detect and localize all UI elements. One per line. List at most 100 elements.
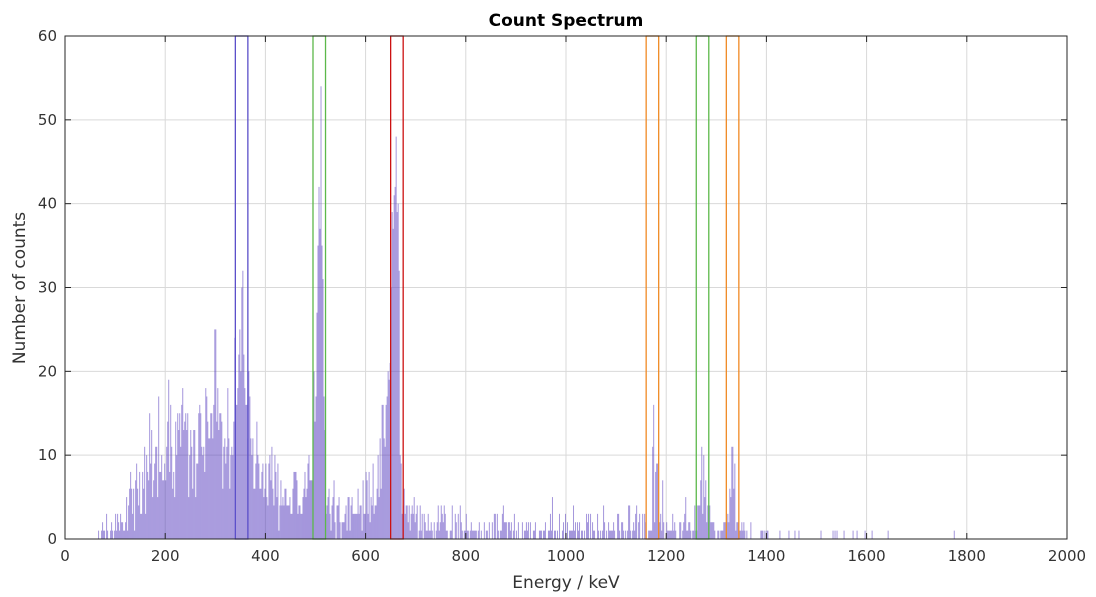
spectrum-bar bbox=[264, 488, 266, 539]
spectrum-bar bbox=[164, 463, 166, 539]
spectrum-bar bbox=[507, 522, 509, 539]
spectrum-bar bbox=[161, 455, 163, 539]
spectrum-bar bbox=[265, 463, 267, 539]
spectrum-bar bbox=[652, 446, 654, 539]
spectrum-bar bbox=[385, 404, 387, 539]
spectrum-bar bbox=[457, 513, 459, 539]
spectrum-bar bbox=[129, 488, 131, 539]
spectrum-bar bbox=[290, 513, 292, 539]
x-tick-label: 800 bbox=[451, 547, 480, 565]
spectrum-bar bbox=[604, 522, 606, 539]
spectrum-bar bbox=[436, 522, 438, 539]
y-tick-label: 50 bbox=[38, 111, 57, 129]
spectrum-bar bbox=[477, 530, 479, 539]
spectrum-bar bbox=[301, 513, 303, 539]
spectrum-bar bbox=[167, 421, 169, 539]
spectrum-bar bbox=[321, 245, 323, 540]
spectrum-bar bbox=[764, 530, 766, 539]
spectrum-bar bbox=[548, 530, 550, 539]
spectrum-bar bbox=[172, 488, 174, 539]
spectrum-bar bbox=[146, 455, 148, 539]
spectrum-bar bbox=[527, 522, 529, 539]
spectrum-bar bbox=[107, 530, 109, 539]
spectrum-bar bbox=[670, 530, 672, 539]
spectrum-bar bbox=[362, 480, 364, 539]
spectrum-bar bbox=[343, 522, 345, 539]
spectrum-bar bbox=[692, 530, 694, 539]
spectrum-bar bbox=[198, 413, 200, 539]
spectrum-bar bbox=[298, 505, 300, 539]
spectrum-bar bbox=[663, 522, 665, 539]
spectrum-bar bbox=[186, 430, 188, 539]
spectrum-bar bbox=[396, 212, 398, 540]
spectrum-bar bbox=[586, 513, 588, 539]
spectrum-bar bbox=[642, 513, 644, 539]
spectrum-bar bbox=[195, 497, 197, 539]
spectrum-bar bbox=[169, 471, 171, 539]
spectrum-bar bbox=[104, 530, 106, 539]
spectrum-bar bbox=[517, 522, 519, 539]
spectrum-bar bbox=[424, 522, 426, 539]
spectrum-bar bbox=[722, 530, 724, 539]
spectrum-bar bbox=[233, 421, 235, 539]
spectrum-bar bbox=[550, 530, 552, 539]
spectrum-bar bbox=[130, 471, 132, 539]
spectrum-bar bbox=[578, 530, 580, 539]
spectrum-bar bbox=[431, 530, 433, 539]
spectrum-bar bbox=[606, 530, 608, 539]
spectrum-bar bbox=[350, 505, 352, 539]
spectrum-bar bbox=[303, 488, 305, 539]
spectrum-bar bbox=[292, 488, 294, 539]
spectrum-bar bbox=[419, 505, 421, 539]
spectrum-bar bbox=[473, 530, 475, 539]
spectrum-bar bbox=[274, 455, 276, 539]
spectrum-bar bbox=[318, 186, 320, 539]
spectrum-bar bbox=[602, 530, 604, 539]
spectrum-bar bbox=[488, 522, 490, 539]
spectrum-bar bbox=[127, 530, 129, 539]
y-tick-label: 10 bbox=[38, 446, 57, 464]
spectrum-bar bbox=[721, 530, 723, 539]
x-tick-label: 200 bbox=[151, 547, 180, 565]
spectrum-bar bbox=[425, 530, 427, 539]
spectrum-bar bbox=[355, 513, 357, 539]
spectrum-bar bbox=[330, 530, 332, 539]
spectrum-bar bbox=[171, 446, 173, 539]
spectrum-bar bbox=[706, 522, 708, 539]
spectrum-bar bbox=[381, 404, 383, 539]
spectrum-bars bbox=[98, 86, 955, 540]
spectrum-bar bbox=[246, 404, 248, 539]
spectrum-bar bbox=[380, 488, 382, 539]
spectrum-bar bbox=[538, 530, 540, 539]
spectrum-bar bbox=[421, 513, 423, 539]
spectrum-bar bbox=[278, 530, 280, 539]
spectrum-bar bbox=[573, 505, 575, 539]
spectrum-bar bbox=[547, 530, 549, 539]
spectrum-bar bbox=[683, 522, 685, 539]
spectrum-bar bbox=[619, 530, 621, 539]
spectrum-bar bbox=[501, 513, 503, 539]
spectrum-bar bbox=[610, 530, 612, 539]
x-axis-label: Energy / keV bbox=[512, 573, 620, 593]
spectrum-bar bbox=[178, 430, 180, 539]
spectrum-bar bbox=[441, 513, 443, 539]
spectrum-bar bbox=[240, 371, 242, 539]
spectrum-bar bbox=[761, 530, 763, 539]
spectrum-bar bbox=[269, 455, 271, 539]
spectrum-bar bbox=[633, 522, 635, 539]
spectrum-bar bbox=[395, 136, 397, 539]
spectrum-bar bbox=[386, 396, 388, 539]
x-tick-label: 2000 bbox=[1048, 547, 1086, 565]
spectrum-bar bbox=[368, 471, 370, 539]
x-tick-label: 0 bbox=[60, 547, 70, 565]
spectrum-bar bbox=[181, 404, 183, 539]
spectrum-bar bbox=[766, 530, 768, 539]
spectrum-bar bbox=[717, 530, 719, 539]
spectrum-bar bbox=[244, 388, 246, 539]
spectrum-bar bbox=[592, 522, 594, 539]
spectrum-bar bbox=[334, 522, 336, 539]
spectrum-bar bbox=[461, 530, 463, 539]
spectrum-bar bbox=[581, 530, 583, 539]
spectrum-bar bbox=[820, 530, 822, 539]
spectrum-bar bbox=[258, 463, 260, 539]
